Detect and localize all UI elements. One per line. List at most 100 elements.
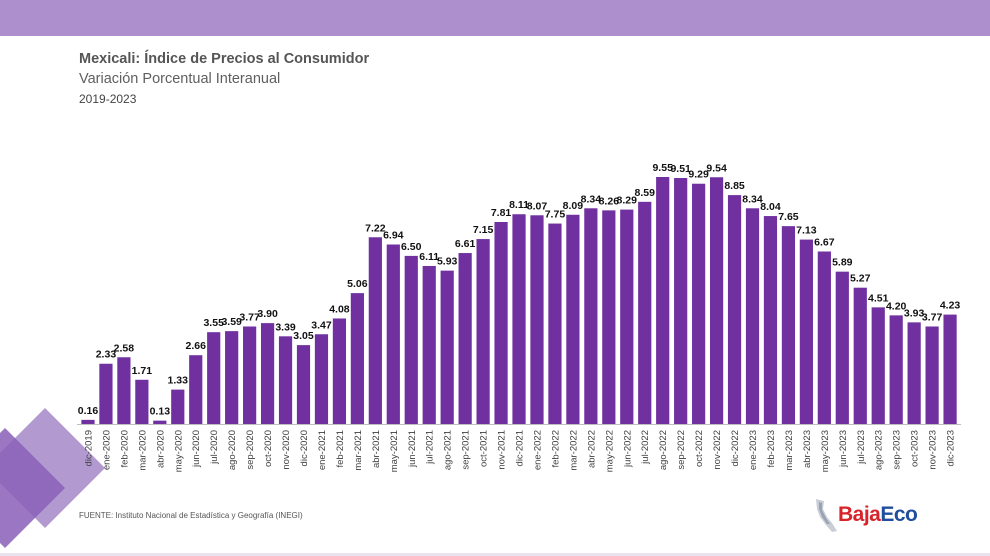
decorative-diamonds [0,408,105,548]
chart-subtitle: Variación Porcentual Interanual [79,71,281,87]
data-label: 6.61 [455,238,476,250]
data-label: 9.29 [688,169,709,181]
bar [638,201,652,424]
x-tick-label: mar-2021 [353,430,364,471]
x-tick-label: may-2020 [173,430,184,472]
x-tick-label: jun-2020 [191,430,202,468]
data-label: 9.54 [706,162,727,174]
x-tick-label: feb-2020 [119,430,130,468]
x-tick-label: ene-2023 [748,430,759,470]
data-label: 3.77 [922,311,943,323]
bar [458,253,472,424]
data-label: 8.04 [760,201,781,213]
data-label: 1.33 [168,375,189,387]
bar [171,389,185,424]
baja-california-map-icon [816,499,837,532]
bar [99,363,113,424]
bar [314,334,329,424]
bar [584,208,598,424]
data-label: 7.15 [473,224,494,236]
x-tick-label: may-2023 [820,430,831,472]
data-label: 3.90 [257,308,278,320]
chart-title: Mexicali: Índice de Precios al Consumido… [79,51,370,67]
bar [656,177,670,424]
bar [745,208,760,424]
x-tick-label: jul-2020 [209,430,220,465]
data-label: 8.59 [635,187,656,199]
bar [404,255,418,424]
data-label: 6.94 [383,230,404,242]
x-tick-label: jul-2023 [856,430,867,465]
data-label: 6.11 [419,251,439,263]
x-tick-label: sep-2020 [245,430,256,470]
data-label: 2.66 [186,340,207,352]
x-tick-label: oct-2022 [694,430,705,467]
x-tick-label: nov-2020 [281,430,292,470]
x-tick-label: mar-2022 [568,430,579,471]
x-tick-label: ago-2021 [443,430,454,470]
data-label: 8.85 [724,180,745,192]
bar [225,331,239,424]
bar [530,215,544,424]
data-label: 8.34 [581,193,602,205]
x-tick-label: ago-2022 [658,430,669,470]
x-tick-label: mar-2020 [137,430,148,471]
bar [692,183,706,424]
x-tick-label: ago-2020 [227,430,238,470]
x-tick-label: abr-2023 [802,430,813,468]
data-label: 8.09 [563,200,584,212]
bar [602,210,616,424]
data-label: 6.50 [401,241,422,253]
bar [709,177,724,424]
x-tick-label: jun-2023 [838,430,849,468]
data-label: 1.71 [132,365,153,377]
x-tick-label: ene-2020 [101,430,112,470]
bar [117,357,131,424]
bar [674,178,688,424]
data-label: 8.34 [742,193,763,205]
data-label: 3.39 [275,321,296,333]
logo-wordmark: BajaEco [838,503,918,527]
x-tick-label: sep-2022 [676,430,687,470]
bar [296,345,311,424]
bajaeco-logo: BajaEco [810,497,960,535]
bar [278,336,293,424]
x-tick-label: feb-2023 [766,430,777,468]
x-tick-label: feb-2022 [550,430,561,468]
x-tick-label: nov-2023 [928,430,939,470]
bar [153,420,167,424]
data-label: 7.13 [796,225,817,237]
bar [422,265,436,424]
x-tick-label: jul-2021 [425,430,436,465]
data-label: 6.67 [814,236,835,248]
data-label: 3.05 [293,330,314,342]
bar [512,214,526,424]
bottom-divider [0,553,990,556]
bar [260,323,275,424]
x-tick-label: oct-2021 [479,430,490,467]
data-label: 8.11 [509,199,529,211]
data-label: 4.08 [329,303,350,315]
bar [853,287,867,424]
logo-text-eco: Eco [880,503,918,526]
bar [81,419,95,424]
x-tick-label: ene-2022 [532,430,543,470]
x-tick-label: abr-2021 [371,430,382,468]
x-tick-label: may-2021 [389,430,400,472]
data-label: 4.23 [940,300,961,312]
x-tick-label: dic-2021 [515,430,526,466]
x-tick-label: abr-2022 [586,430,597,468]
bar [835,271,849,424]
bar [907,322,921,424]
bar [332,318,347,424]
x-tick-label: jul-2022 [640,430,651,465]
x-tick-label: nov-2022 [712,430,723,470]
data-label: 7.81 [491,207,512,219]
bar [440,270,454,424]
data-label: 3.47 [311,319,332,331]
x-tick-label: ene-2021 [317,430,328,470]
bar [476,239,490,424]
x-tick-label: dic-2020 [299,430,310,466]
bar [943,314,957,424]
bar-chart: 0.16 dic-2019 2.33 ene-2020 2.58 feb-2020 1.71… [77,162,962,472]
